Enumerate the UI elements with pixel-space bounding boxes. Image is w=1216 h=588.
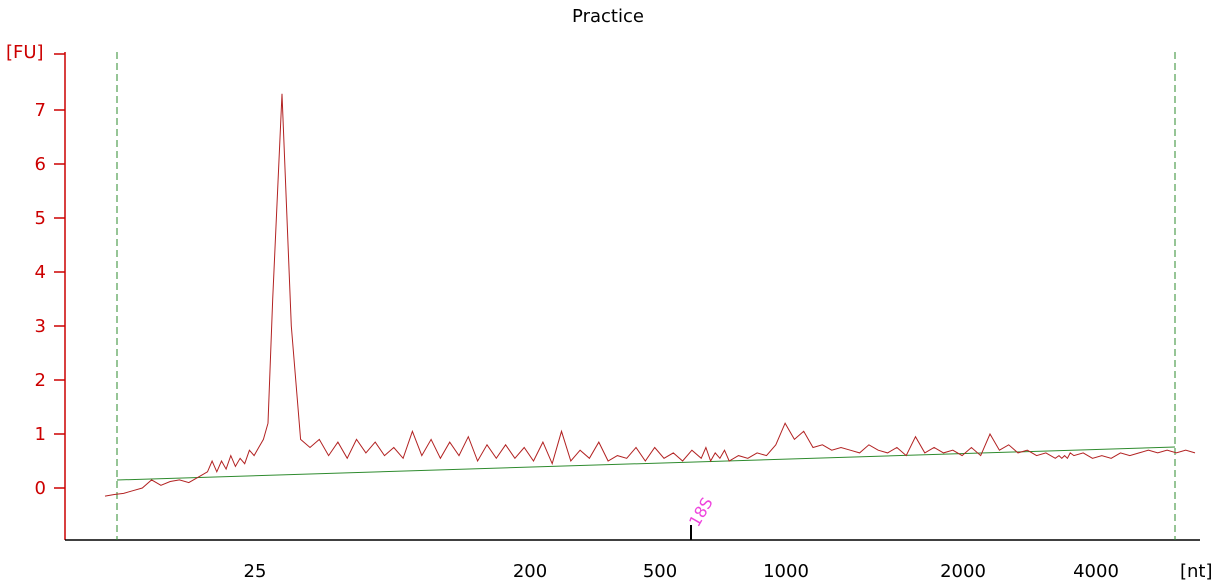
y-tick-label: 2	[35, 370, 46, 391]
y-tick: 7	[35, 100, 65, 121]
signal-trace	[104, 93, 1196, 497]
x-tick-label: 1000	[763, 561, 809, 582]
y-tick: 1	[35, 424, 65, 445]
y-tick: 0	[35, 478, 65, 499]
x-axis-unit-label: [nt]	[1180, 561, 1213, 582]
y-ticks: 0 1 2 3 4 5 6 7	[35, 100, 65, 499]
x-ticks: 25 200 500 1000 2000 4000	[244, 561, 1119, 582]
y-tick-label: 4	[35, 262, 46, 283]
y-tick-label: 6	[35, 154, 46, 175]
y-tick: 2	[35, 370, 65, 391]
y-tick-label: 3	[35, 316, 46, 337]
y-tick-label: 1	[35, 424, 46, 445]
x-tick-label: 2000	[940, 561, 986, 582]
y-tick: 6	[35, 154, 65, 175]
x-tick-label: 4000	[1073, 561, 1119, 582]
y-axis-unit-label: [FU]	[6, 42, 44, 63]
y-tick: 3	[35, 316, 65, 337]
baseline-line	[116, 446, 1176, 481]
y-tick: 5	[35, 208, 65, 229]
chart-title: Practice	[572, 6, 644, 27]
y-tick-label: 0	[35, 478, 46, 499]
x-tick-label: 25	[244, 561, 267, 582]
y-tick-label: 7	[35, 100, 46, 121]
18s-marker-label: 18S	[685, 494, 717, 530]
x-tick-label: 200	[513, 561, 547, 582]
y-tick-label: 5	[35, 208, 46, 229]
x-tick-label: 500	[643, 561, 677, 582]
y-tick: 4	[35, 262, 65, 283]
